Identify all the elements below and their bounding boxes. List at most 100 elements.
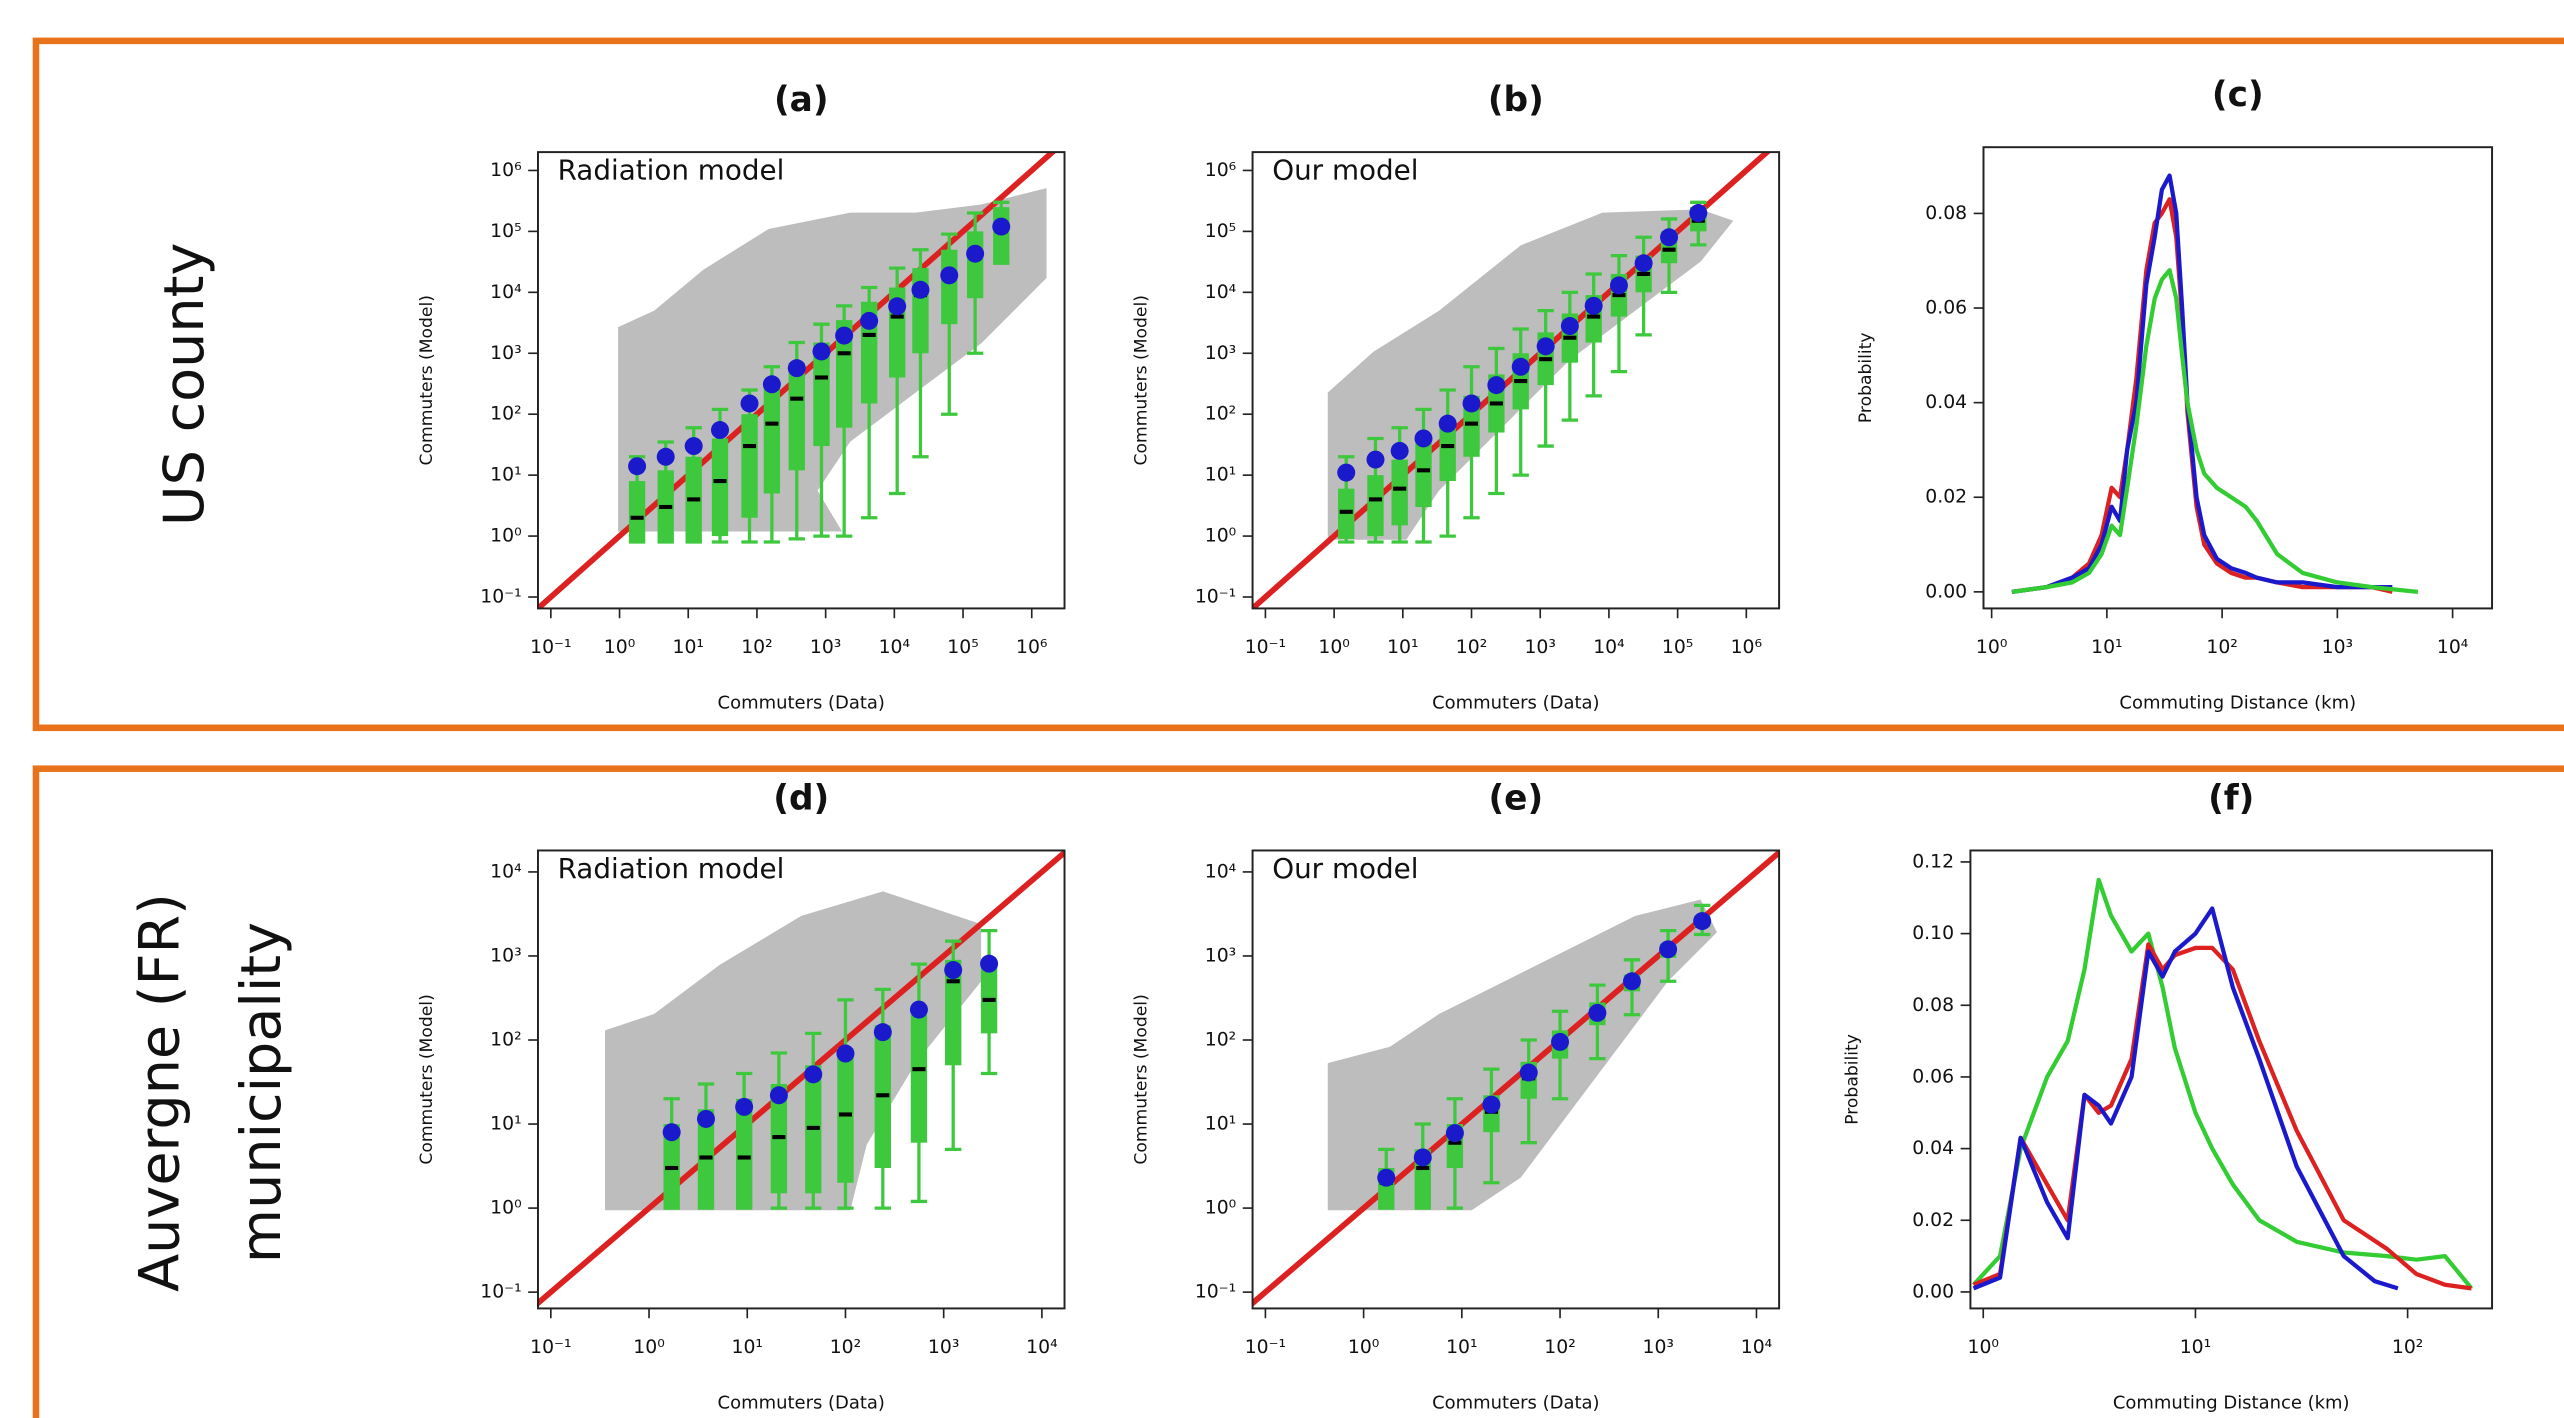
- y-tick-label: 10⁴: [490, 861, 521, 882]
- y-tick-label: 10⁰: [490, 526, 521, 547]
- y-tick-label: 10³: [1205, 343, 1236, 364]
- plot-area: [537, 152, 1057, 609]
- y-tick-label: 0.12: [1912, 851, 1954, 872]
- y-tick-label: 0.08: [1912, 995, 1954, 1016]
- plot-frame: [1969, 849, 2494, 1310]
- x-tick-label: 10⁰: [633, 1337, 664, 1358]
- mean-point: [1390, 441, 1409, 460]
- box: [1415, 441, 1432, 508]
- y-tick-label: 0.08: [1925, 203, 1967, 224]
- mean-point: [762, 375, 781, 394]
- x-tick-label: 10³: [2322, 637, 2353, 658]
- x-tick-label: 10⁴: [879, 637, 910, 658]
- box: [966, 231, 984, 299]
- y-tick-label: 10¹: [1205, 1114, 1236, 1135]
- panel-title: (b): [1488, 80, 1544, 120]
- x-tick-label: 10⁰: [1348, 1337, 1379, 1358]
- panel: (f) Commuting Distance (km) Probability 10⁰…: [1843, 778, 2494, 1413]
- x-tick-label: 10⁵: [1662, 637, 1693, 658]
- mean-point: [787, 359, 806, 378]
- mean-point: [1634, 254, 1653, 273]
- x-tick-label: 10⁵: [947, 637, 978, 658]
- panel-title: (f): [2208, 778, 2254, 818]
- x-axis-title: Commuting Distance (km): [2113, 1392, 2350, 1413]
- panel: (b) Commuters (Data) Commuters (Model) 10⁻¹…: [1131, 80, 1781, 713]
- box: [788, 362, 805, 471]
- panel: (a) Commuters (Data) Commuters (Model) 10⁻¹…: [417, 80, 1066, 713]
- mean-point: [944, 961, 963, 980]
- box: [945, 959, 962, 1066]
- mean-point: [1622, 972, 1641, 991]
- y-tick-label: 10⁶: [1205, 160, 1236, 181]
- mean-point: [909, 1000, 928, 1019]
- mean-point: [662, 1123, 681, 1142]
- annotation: Radiation model: [558, 154, 785, 187]
- mean-point: [1511, 357, 1530, 376]
- y-tick-label: 0.04: [1925, 392, 1967, 413]
- y-tick-label: 10²: [490, 404, 521, 425]
- mean-point: [835, 326, 854, 345]
- annotation: Our model: [1272, 154, 1418, 187]
- mean-point: [911, 280, 930, 299]
- mean-point: [711, 421, 729, 440]
- x-tick-label: 10²: [2206, 637, 2237, 658]
- annotation: Radiation model: [558, 852, 785, 885]
- x-tick-label: 10⁰: [1976, 637, 2007, 658]
- mean-point: [1377, 1168, 1396, 1187]
- y-axis-title: Commuters (Model): [1131, 295, 1151, 465]
- plot-area: [1252, 850, 1780, 1307]
- y-tick-label: 0.02: [1925, 487, 1967, 508]
- x-tick-label: 10⁻¹: [530, 1337, 571, 1358]
- annotation: Our model: [1272, 852, 1418, 885]
- box: [1367, 475, 1384, 537]
- plot-area: [1971, 877, 2474, 1291]
- mean-point: [966, 244, 985, 263]
- box: [941, 249, 958, 325]
- y-axis-title: Probability: [1856, 332, 1876, 423]
- mean-point: [1462, 394, 1481, 413]
- box: [741, 414, 758, 518]
- x-axis-title: Commuters (Data): [718, 1392, 885, 1413]
- mean-point: [1482, 1095, 1501, 1114]
- mean-point: [735, 1097, 754, 1116]
- y-axis-title: Probability: [1843, 1034, 1863, 1125]
- y-tick-label: 10⁰: [1205, 526, 1236, 547]
- mean-point: [1609, 276, 1628, 295]
- y-tick-label: 10¹: [490, 1114, 521, 1135]
- box: [628, 481, 646, 542]
- y-tick-label: 10¹: [490, 465, 521, 486]
- mean-point: [1366, 450, 1385, 469]
- mean-point: [696, 1109, 715, 1128]
- y-tick-label: 0.00: [1925, 581, 1967, 602]
- y-tick-label: 0.04: [1912, 1138, 1954, 1159]
- mean-point: [860, 311, 879, 330]
- mean-point: [1560, 317, 1579, 336]
- x-tick-label: 10¹: [1387, 637, 1418, 658]
- x-tick-label: 10²: [1544, 1337, 1575, 1358]
- x-axis-title: Commuters (Data): [718, 692, 885, 713]
- y-tick-label: 10¹: [1205, 465, 1236, 486]
- box: [835, 320, 853, 428]
- mean-point: [1438, 414, 1457, 433]
- mean-point: [1337, 463, 1356, 482]
- mean-point: [1445, 1124, 1464, 1143]
- series-line: [2011, 268, 2419, 594]
- y-tick-label: 10³: [490, 945, 521, 966]
- mean-point: [1536, 337, 1555, 356]
- x-tick-label: 10¹: [673, 637, 704, 658]
- mean-point: [1693, 912, 1712, 931]
- x-tick-label: 10⁻¹: [530, 637, 571, 658]
- x-tick-label: 10⁻¹: [1245, 1337, 1286, 1358]
- mean-point: [1584, 296, 1603, 315]
- box: [813, 342, 830, 447]
- y-tick-label: 10⁵: [1205, 221, 1236, 242]
- x-tick-label: 10¹: [2091, 637, 2122, 658]
- y-tick-label: 10⁻¹: [480, 587, 521, 608]
- box: [763, 385, 781, 494]
- x-tick-label: 10⁰: [604, 637, 635, 658]
- box: [711, 438, 729, 537]
- box: [910, 1014, 928, 1143]
- mean-point: [940, 266, 959, 285]
- plot-area: [537, 850, 1065, 1307]
